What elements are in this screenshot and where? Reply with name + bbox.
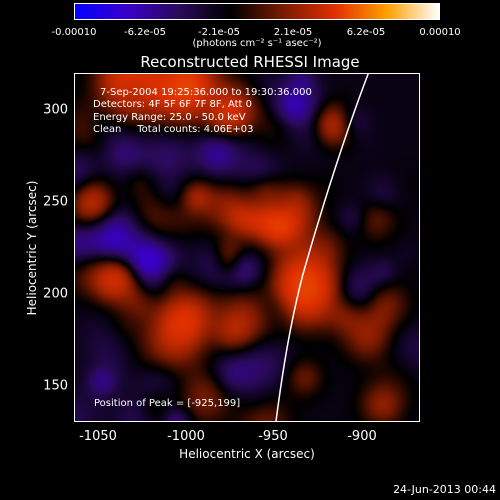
colorbar xyxy=(74,3,440,20)
clean-counts-text: Clean Total counts: 4.06E+03 xyxy=(93,124,254,135)
y-axis-label: Heliocentric Y (arcsec) xyxy=(25,180,39,316)
x-tick-label: -950 xyxy=(258,429,288,444)
xray-intensity-heatmap xyxy=(75,74,419,421)
energy-range-text: Energy Range: 25.0 - 50.0 keV xyxy=(93,112,246,123)
colorbar-tick-label: 0.00010 xyxy=(419,27,461,38)
peak-position-text: Position of Peak = [-925,199] xyxy=(94,398,241,409)
y-tick-label: 250 xyxy=(43,194,68,210)
colorbar-units: (photons cm⁻² s⁻¹ asec⁻²) xyxy=(192,38,322,49)
colorbar-tick-label: 2.1e-05 xyxy=(273,27,313,38)
solar-limb-line xyxy=(275,74,369,421)
colorbar-gradient xyxy=(75,4,439,19)
detectors-text: Detectors: 4F 5F 6F 7F 8F, Att 0 xyxy=(93,99,253,110)
colorbar-tick-label: -6.2e-05 xyxy=(124,27,166,38)
colorbar-tick-label: -2.1e-05 xyxy=(198,27,240,38)
y-tick-label: 300 xyxy=(43,102,68,118)
colorbar-tick-label: 6.2e-05 xyxy=(346,27,386,38)
y-tick-label: 200 xyxy=(43,286,68,302)
rhessi-image-plot: 7-Sep-2004 19:25:36.000 to 19:30:36.000 … xyxy=(74,73,420,422)
render-datestamp: 24-Jun-2013 00:44 xyxy=(393,483,496,496)
image-title: Reconstructed RHESSI Image xyxy=(140,53,360,71)
colorbar-tick-label: -0.00010 xyxy=(51,27,97,38)
time-range-text: 7-Sep-2004 19:25:36.000 to 19:30:36.000 xyxy=(100,87,312,98)
x-tick-label: -1050 xyxy=(79,429,117,444)
solar-limb-overlay xyxy=(275,74,369,421)
x-tick-label: -1000 xyxy=(167,429,205,444)
y-tick-label: 150 xyxy=(43,378,68,394)
x-axis-label: Heliocentric X (arcsec) xyxy=(179,447,315,461)
x-tick-label: -900 xyxy=(347,429,377,444)
